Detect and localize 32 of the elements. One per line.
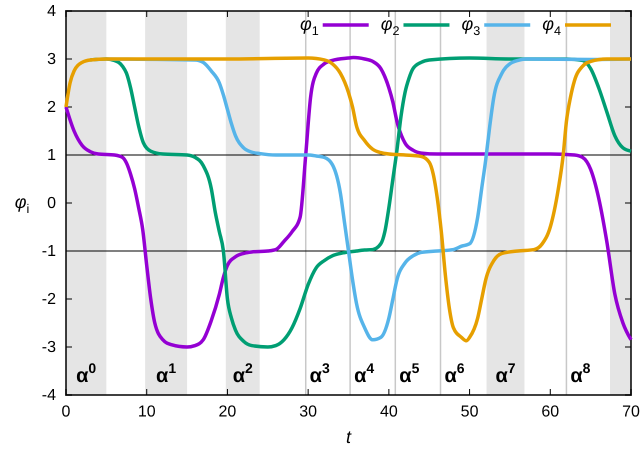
y-tick-label: -2 xyxy=(42,291,56,308)
y-tick-label: -1 xyxy=(42,243,56,260)
annotation: α$^{7}$ xyxy=(495,360,516,388)
x-tick-label: 10 xyxy=(138,403,156,420)
y-tick-label: 1 xyxy=(47,147,56,164)
x-axis-title: t xyxy=(346,427,352,447)
legend-label: φ$_{2}$ xyxy=(380,14,400,38)
y-tick-label: 4 xyxy=(47,3,56,20)
y-tick-label: -3 xyxy=(42,339,56,356)
x-tick-label: 20 xyxy=(218,403,236,420)
annotation: α$^{6}$ xyxy=(444,360,465,388)
y-tick-label: 0 xyxy=(47,195,56,212)
x-tick-label: 40 xyxy=(380,403,398,420)
y-axis-title: φ$_{i}$ xyxy=(14,192,30,216)
x-tick-label: 0 xyxy=(62,403,71,420)
y-tick-label: -4 xyxy=(42,387,56,404)
legend-label: φ$_{3}$ xyxy=(461,14,480,38)
annotation: α$^{1}$ xyxy=(156,360,176,388)
x-tick-label: 60 xyxy=(541,403,560,420)
y-tick-label: 2 xyxy=(47,99,56,116)
x-tick-label: 50 xyxy=(460,403,479,420)
x-tick-label: 30 xyxy=(299,403,318,420)
annotation: α$^{2}$ xyxy=(232,360,254,388)
annotation: α$^{8}$ xyxy=(570,360,591,388)
y-tick-label: 3 xyxy=(47,51,56,68)
legend-label: φ$_{1}$ xyxy=(300,14,319,38)
x-tick-label: 70 xyxy=(622,403,640,420)
annotation: α$^{0}$ xyxy=(76,360,96,388)
annotation: α$^{5}$ xyxy=(399,360,420,388)
annotation: α$^{3}$ xyxy=(310,360,330,388)
annotation: α$^{4}$ xyxy=(354,360,374,388)
legend-label: φ$_{4}$ xyxy=(542,14,561,38)
